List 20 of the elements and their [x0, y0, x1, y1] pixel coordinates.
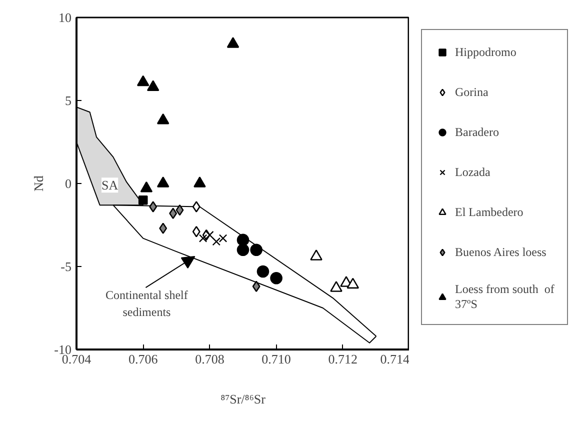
x-tick-label: 0.712 — [328, 352, 358, 366]
y-tick-label: 0 — [65, 176, 72, 191]
x-tick-label: 0.714 — [380, 352, 410, 366]
x-axis-title: ⁸⁷Sr/⁸⁶Sr — [220, 392, 266, 406]
x-tick-label: 0.706 — [128, 352, 158, 366]
legend-label: El Lambedero — [455, 204, 524, 220]
y-tick-label: 10 — [58, 10, 72, 25]
y-axis-title: Nd — [31, 175, 46, 192]
legend-label: Lozada — [455, 164, 492, 180]
legend-label: Buenos Aires loess — [455, 244, 548, 260]
x-tick-label: 0.710 — [262, 352, 291, 366]
annotation: Continental shelf sediments — [106, 288, 188, 319]
legend-label: Baradero — [455, 124, 500, 140]
legend-label: Gorina — [455, 84, 490, 100]
annotation: SA — [101, 178, 119, 193]
y-tick-label: -5 — [60, 259, 72, 274]
legend-label: Loess from south of 37ºS — [455, 282, 555, 312]
legend-label: Hippodromo — [455, 44, 518, 60]
x-tick-label: 0.708 — [195, 352, 224, 366]
y-tick-label: 5 — [65, 93, 72, 108]
